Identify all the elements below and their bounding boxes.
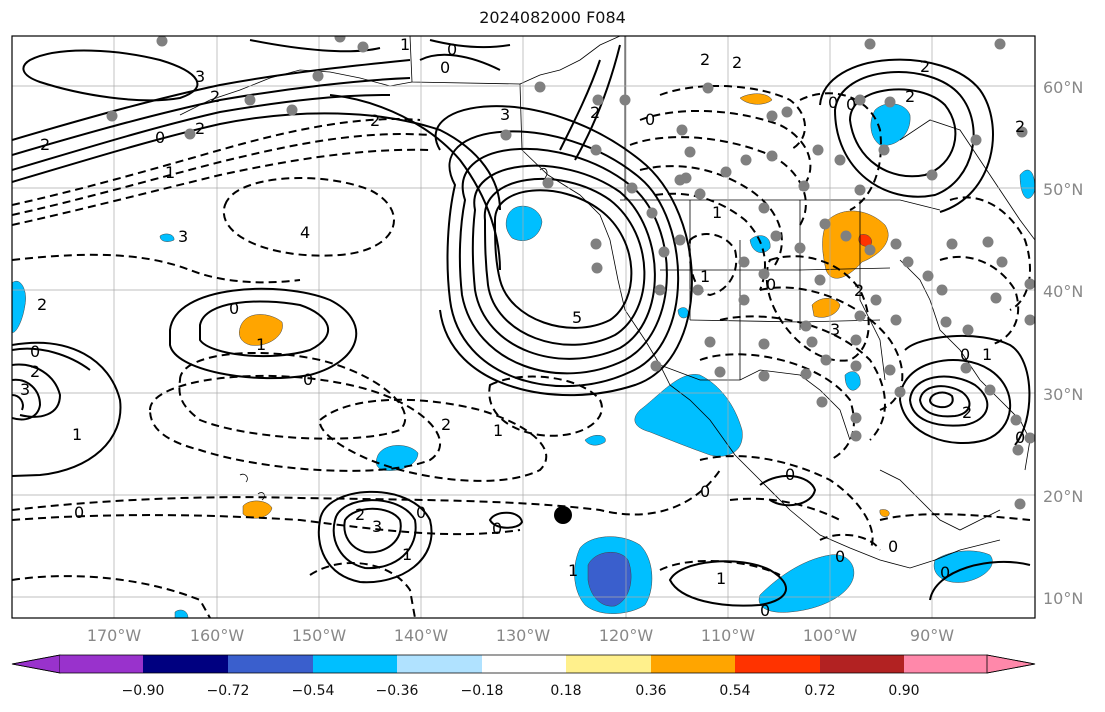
svg-text:0: 0	[416, 503, 426, 522]
lon-label-150w: 150°W	[291, 626, 347, 645]
svg-text:0: 0	[447, 40, 457, 59]
colorbar-label: −0.36	[375, 683, 419, 699]
svg-text:1: 1	[716, 569, 726, 588]
lat-label-50n: 50°N	[1043, 180, 1084, 199]
svg-text:2: 2	[732, 53, 742, 72]
colorbar-label: −0.90	[121, 683, 165, 699]
svg-text:3: 3	[500, 105, 510, 124]
contour-labels: 2 01 223 1 00 324 320 231 010 2 15 2 02 20 0 …	[20, 35, 1025, 620]
svg-text:1: 1	[165, 163, 175, 182]
svg-text:2: 2	[441, 415, 451, 434]
svg-text:1: 1	[982, 345, 992, 364]
svg-text:2: 2	[210, 87, 220, 106]
svg-text:0: 0	[229, 299, 239, 318]
svg-text:0: 0	[700, 482, 710, 501]
svg-text:0: 0	[785, 465, 795, 484]
svg-text:0: 0	[760, 601, 770, 620]
svg-text:2: 2	[37, 295, 47, 314]
svg-text:2: 2	[920, 57, 930, 76]
lon-label-90w: 90°W	[909, 626, 955, 645]
svg-text:0: 0	[835, 547, 845, 566]
svg-text:0: 0	[828, 93, 838, 112]
svg-text:0: 0	[846, 95, 856, 114]
lon-label-160w: 160°W	[189, 626, 245, 645]
svg-text:0: 0	[303, 370, 313, 389]
svg-text:1: 1	[256, 335, 266, 354]
svg-text:1: 1	[712, 203, 722, 222]
colorbar-label: −0.18	[460, 683, 504, 699]
svg-text:3: 3	[178, 227, 188, 246]
svg-text:2: 2	[700, 50, 710, 69]
colorbar-label: 0.54	[719, 683, 751, 699]
svg-text:2: 2	[195, 119, 205, 138]
svg-text:1: 1	[400, 35, 410, 54]
svg-text:3: 3	[195, 67, 205, 86]
svg-text:4: 4	[300, 223, 310, 242]
svg-text:1: 1	[72, 425, 82, 444]
svg-text:0: 0	[766, 275, 776, 294]
svg-text:1: 1	[493, 421, 503, 440]
lat-label-60n: 60°N	[1043, 78, 1084, 97]
svg-text:0: 0	[1015, 428, 1025, 447]
svg-text:2: 2	[590, 103, 600, 122]
lon-label-110w: 110°W	[700, 626, 756, 645]
colorbar	[11, 654, 1036, 674]
lon-label-130w: 130°W	[495, 626, 551, 645]
svg-text:0: 0	[645, 110, 655, 129]
svg-text:2: 2	[40, 135, 50, 154]
svg-text:0: 0	[440, 58, 450, 77]
svg-text:2: 2	[370, 111, 380, 130]
svg-text:2: 2	[962, 403, 972, 422]
lon-label-140w: 140°W	[393, 626, 449, 645]
svg-text:3: 3	[372, 517, 382, 536]
svg-text:0: 0	[940, 563, 950, 582]
colorbar-label: −0.72	[206, 683, 250, 699]
lon-label-120w: 120°W	[598, 626, 654, 645]
svg-text:2: 2	[355, 505, 365, 524]
svg-text:2: 2	[1015, 117, 1025, 136]
marker-dot	[554, 506, 572, 524]
shaded-anomalies	[12, 93, 1035, 618]
lon-label-170w: 170°W	[86, 626, 142, 645]
colorbar-label: 0.18	[550, 683, 582, 699]
svg-text:1: 1	[568, 561, 578, 580]
svg-text:3: 3	[20, 380, 30, 399]
svg-text:2: 2	[30, 362, 40, 381]
lat-label-20n: 20°N	[1043, 487, 1084, 506]
map-title: 2024082000 F084	[479, 8, 626, 27]
svg-text:0: 0	[492, 519, 502, 538]
lon-label-100w: 100°W	[802, 626, 858, 645]
svg-text:3: 3	[830, 320, 840, 339]
svg-text:0: 0	[30, 342, 40, 361]
svg-text:1: 1	[402, 545, 412, 564]
lat-label-10n: 10°N	[1043, 589, 1084, 608]
svg-text:0: 0	[960, 345, 970, 364]
svg-text:5: 5	[572, 308, 582, 327]
svg-text:1: 1	[700, 267, 710, 286]
colorbar-label: −0.54	[291, 683, 335, 699]
colorbar-label: 0.90	[888, 683, 920, 699]
svg-text:0: 0	[74, 503, 84, 522]
station-dots	[106, 36, 1035, 510]
lat-label-30n: 30°N	[1043, 385, 1084, 404]
lat-label-40n: 40°N	[1043, 282, 1084, 301]
svg-text:2: 2	[905, 87, 915, 106]
svg-text:0: 0	[888, 537, 898, 556]
colorbar-label: 0.72	[804, 683, 836, 699]
svg-text:2: 2	[854, 281, 864, 300]
colorbar-label: 0.36	[635, 683, 667, 699]
svg-text:0: 0	[155, 128, 165, 147]
